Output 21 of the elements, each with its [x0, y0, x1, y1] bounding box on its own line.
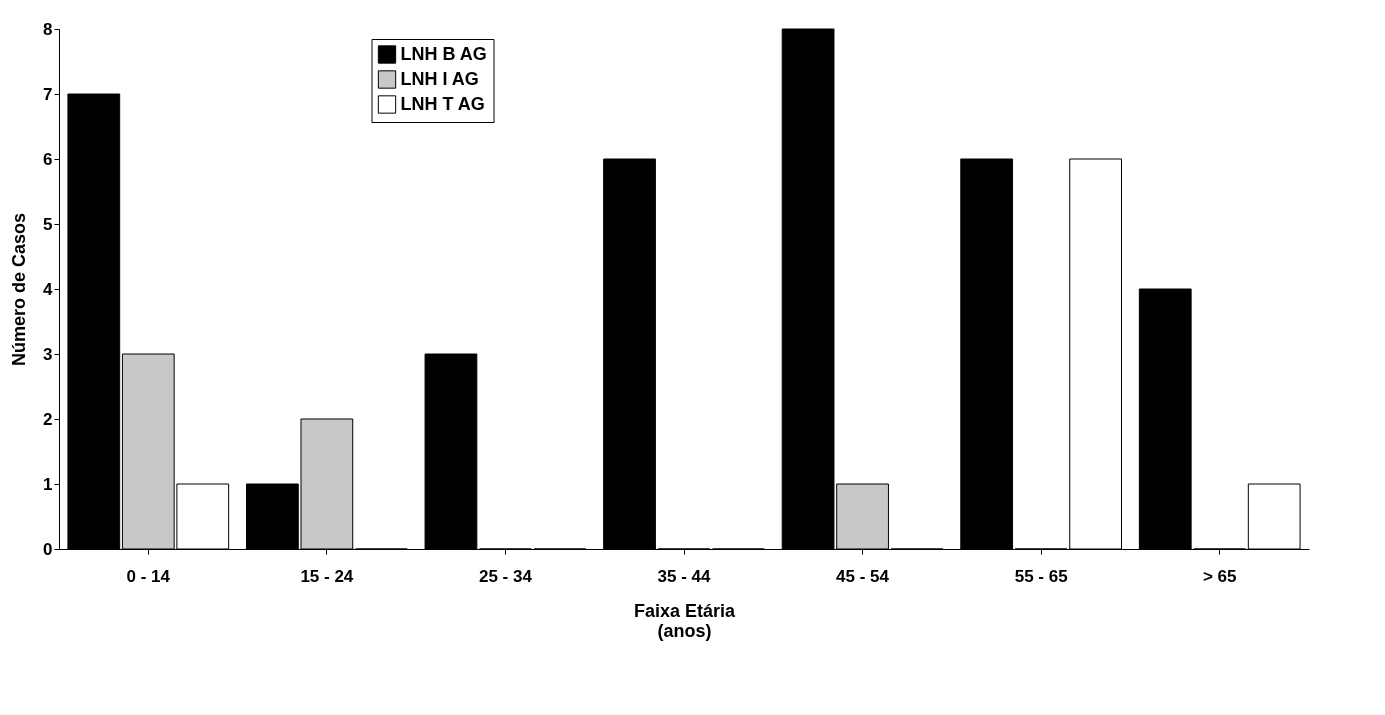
x-axis-title: Faixa Etária (anos) [633, 600, 737, 641]
legend-label: LNH T AG [400, 93, 485, 114]
y-tick-label: 5 [43, 214, 53, 234]
x-tick-label: 35 - 44 [657, 566, 711, 586]
y-tick-label: 2 [43, 409, 53, 429]
y-tick-label: 0 [43, 539, 53, 559]
x-tick-label: 0 - 14 [126, 566, 171, 586]
y-tick-label: 1 [43, 474, 53, 494]
x-tick-label: 15 - 24 [300, 566, 354, 586]
legend-label: LNH I AG [400, 68, 479, 89]
x-tick-label: > 65 [1202, 566, 1237, 586]
y-axis-title: Número de Casos [9, 212, 30, 367]
x-tick-label: 25 - 34 [478, 566, 533, 586]
x-tick-label: 55 - 65 [1014, 566, 1068, 586]
y-tick-label: 8 [43, 19, 53, 39]
y-tick-label: 3 [43, 344, 53, 364]
y-tick-label: 6 [43, 149, 53, 169]
legend-label: LNH B AG [400, 43, 487, 64]
y-tick-label: 7 [43, 84, 53, 104]
x-tick-label: 45 - 54 [836, 566, 890, 586]
y-tick-label: 4 [43, 279, 54, 299]
